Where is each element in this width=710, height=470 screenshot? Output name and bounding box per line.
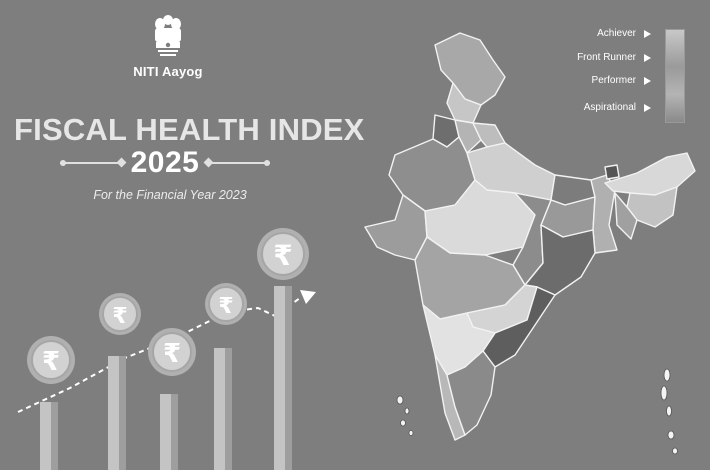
india-map-icon (364, 32, 696, 455)
divider-left (60, 160, 123, 166)
bar-1 (40, 402, 51, 470)
svg-text:₹: ₹ (163, 339, 181, 369)
page-subtitle: For the Financial Year 2023 (93, 188, 247, 202)
year-row: 2025 (60, 146, 270, 180)
legend-item-achiever: Achiever (597, 28, 651, 39)
rupee-coin-icon: ₹ (257, 228, 309, 280)
trend-line (17, 297, 301, 413)
map-region (614, 192, 638, 240)
national-emblem-icon (155, 15, 181, 56)
divider-right (207, 160, 270, 166)
page-title: FISCAL HEALTH INDEX (14, 112, 365, 147)
islands (396, 368, 678, 455)
bar-3 (160, 394, 171, 470)
svg-text:₹: ₹ (273, 239, 292, 272)
svg-text:₹: ₹ (218, 294, 233, 319)
legend-item-front-runner: Front Runner (577, 52, 651, 63)
map-region (454, 119, 482, 154)
bar-5 (274, 286, 285, 470)
legend-arrow-icon (644, 53, 651, 62)
rupee-coin-icon: ₹ (99, 293, 141, 335)
map-region (524, 224, 596, 296)
legend-arrow-icon (644, 76, 651, 85)
rupee-coin-icon: ₹ (205, 283, 247, 325)
trend-arrow-icon (300, 290, 316, 304)
index-year: 2025 (130, 146, 200, 179)
legend-item-performer: Performer (592, 75, 651, 86)
legend-item-aspirational: Aspirational (584, 102, 651, 113)
map-region (604, 164, 620, 180)
rupee-coin-icon: ₹ (148, 328, 196, 376)
svg-text:₹: ₹ (112, 304, 127, 329)
bar-4 (214, 348, 225, 470)
map-region (446, 350, 496, 436)
map-legend: Achiever Front Runner Performer Aspirati… (575, 24, 695, 124)
bars-coins-illustration: ₹ ₹ ₹ ₹ ₹ (17, 228, 316, 470)
rupee-coin-icon: ₹ (27, 336, 75, 384)
svg-text:₹: ₹ (42, 347, 60, 377)
map-region (434, 32, 506, 106)
map-region (590, 174, 618, 254)
map-region (604, 152, 696, 196)
legend-arrow-icon (644, 29, 651, 38)
legend-color-scale (665, 29, 685, 123)
legend-arrow-icon (644, 103, 651, 112)
bar-2 (108, 356, 119, 470)
org-name: NITI Aayog (133, 64, 203, 79)
